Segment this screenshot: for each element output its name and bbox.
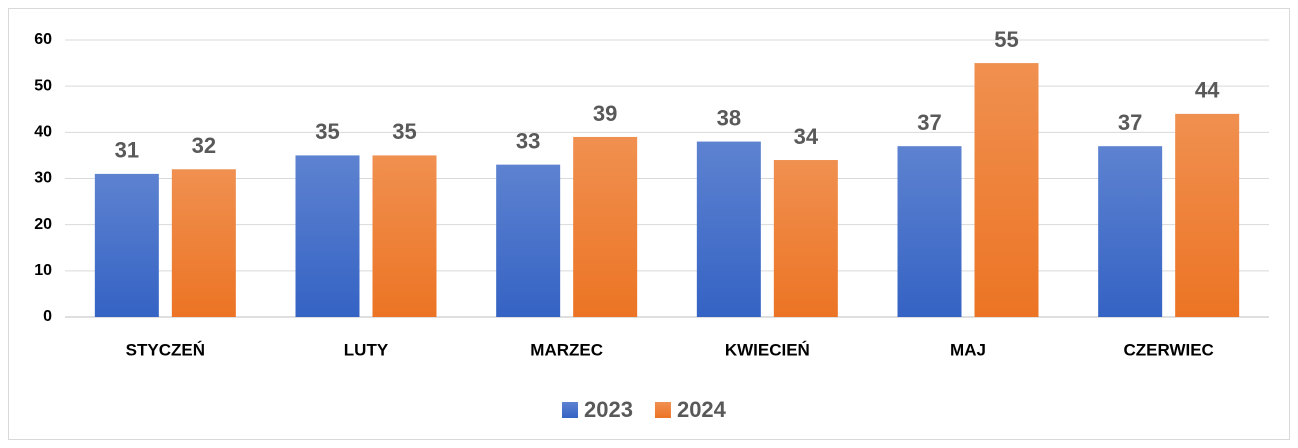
bar bbox=[1098, 146, 1163, 317]
x-tick-label: STYCZEŃ bbox=[126, 340, 205, 359]
legend-label: 2024 bbox=[677, 397, 727, 422]
x-tick-label: MARZEC bbox=[530, 340, 603, 359]
y-tick-label: 0 bbox=[43, 308, 52, 325]
x-tick-label: LUTY bbox=[344, 340, 389, 359]
bar bbox=[573, 136, 638, 317]
value-label: 32 bbox=[192, 133, 216, 158]
x-tick-label: MAJ bbox=[950, 340, 986, 359]
value-label: 35 bbox=[315, 119, 339, 144]
bar bbox=[974, 63, 1039, 318]
bar bbox=[295, 155, 360, 317]
value-label: 44 bbox=[1195, 78, 1220, 103]
x-tick-label: KWIECIEŃ bbox=[725, 340, 810, 359]
value-label: 33 bbox=[516, 128, 540, 153]
y-tick-label: 60 bbox=[34, 31, 52, 48]
x-tick-label: CZERWIEC bbox=[1123, 340, 1213, 359]
legend-swatch bbox=[562, 402, 578, 418]
bar bbox=[897, 146, 962, 317]
y-tick-label: 50 bbox=[34, 77, 52, 94]
value-label: 34 bbox=[794, 124, 819, 149]
value-label: 35 bbox=[392, 119, 416, 144]
value-label: 31 bbox=[115, 138, 139, 163]
bar bbox=[1175, 113, 1240, 317]
bar bbox=[171, 169, 236, 317]
legend-swatch bbox=[654, 402, 671, 418]
value-label: 39 bbox=[593, 101, 617, 126]
y-tick-label: 20 bbox=[34, 216, 52, 233]
y-tick-label: 40 bbox=[34, 124, 52, 141]
bar bbox=[94, 173, 159, 317]
legend-label: 2023 bbox=[584, 397, 633, 422]
bar bbox=[773, 160, 838, 317]
y-tick-label: 30 bbox=[34, 170, 52, 187]
value-label: 55 bbox=[994, 27, 1018, 52]
y-tick-label: 10 bbox=[34, 262, 52, 279]
value-label: 38 bbox=[717, 105, 741, 130]
bar bbox=[496, 164, 561, 317]
value-label: 37 bbox=[917, 110, 941, 135]
value-label: 37 bbox=[1118, 110, 1142, 135]
bar bbox=[696, 141, 761, 317]
bar bbox=[372, 155, 437, 317]
